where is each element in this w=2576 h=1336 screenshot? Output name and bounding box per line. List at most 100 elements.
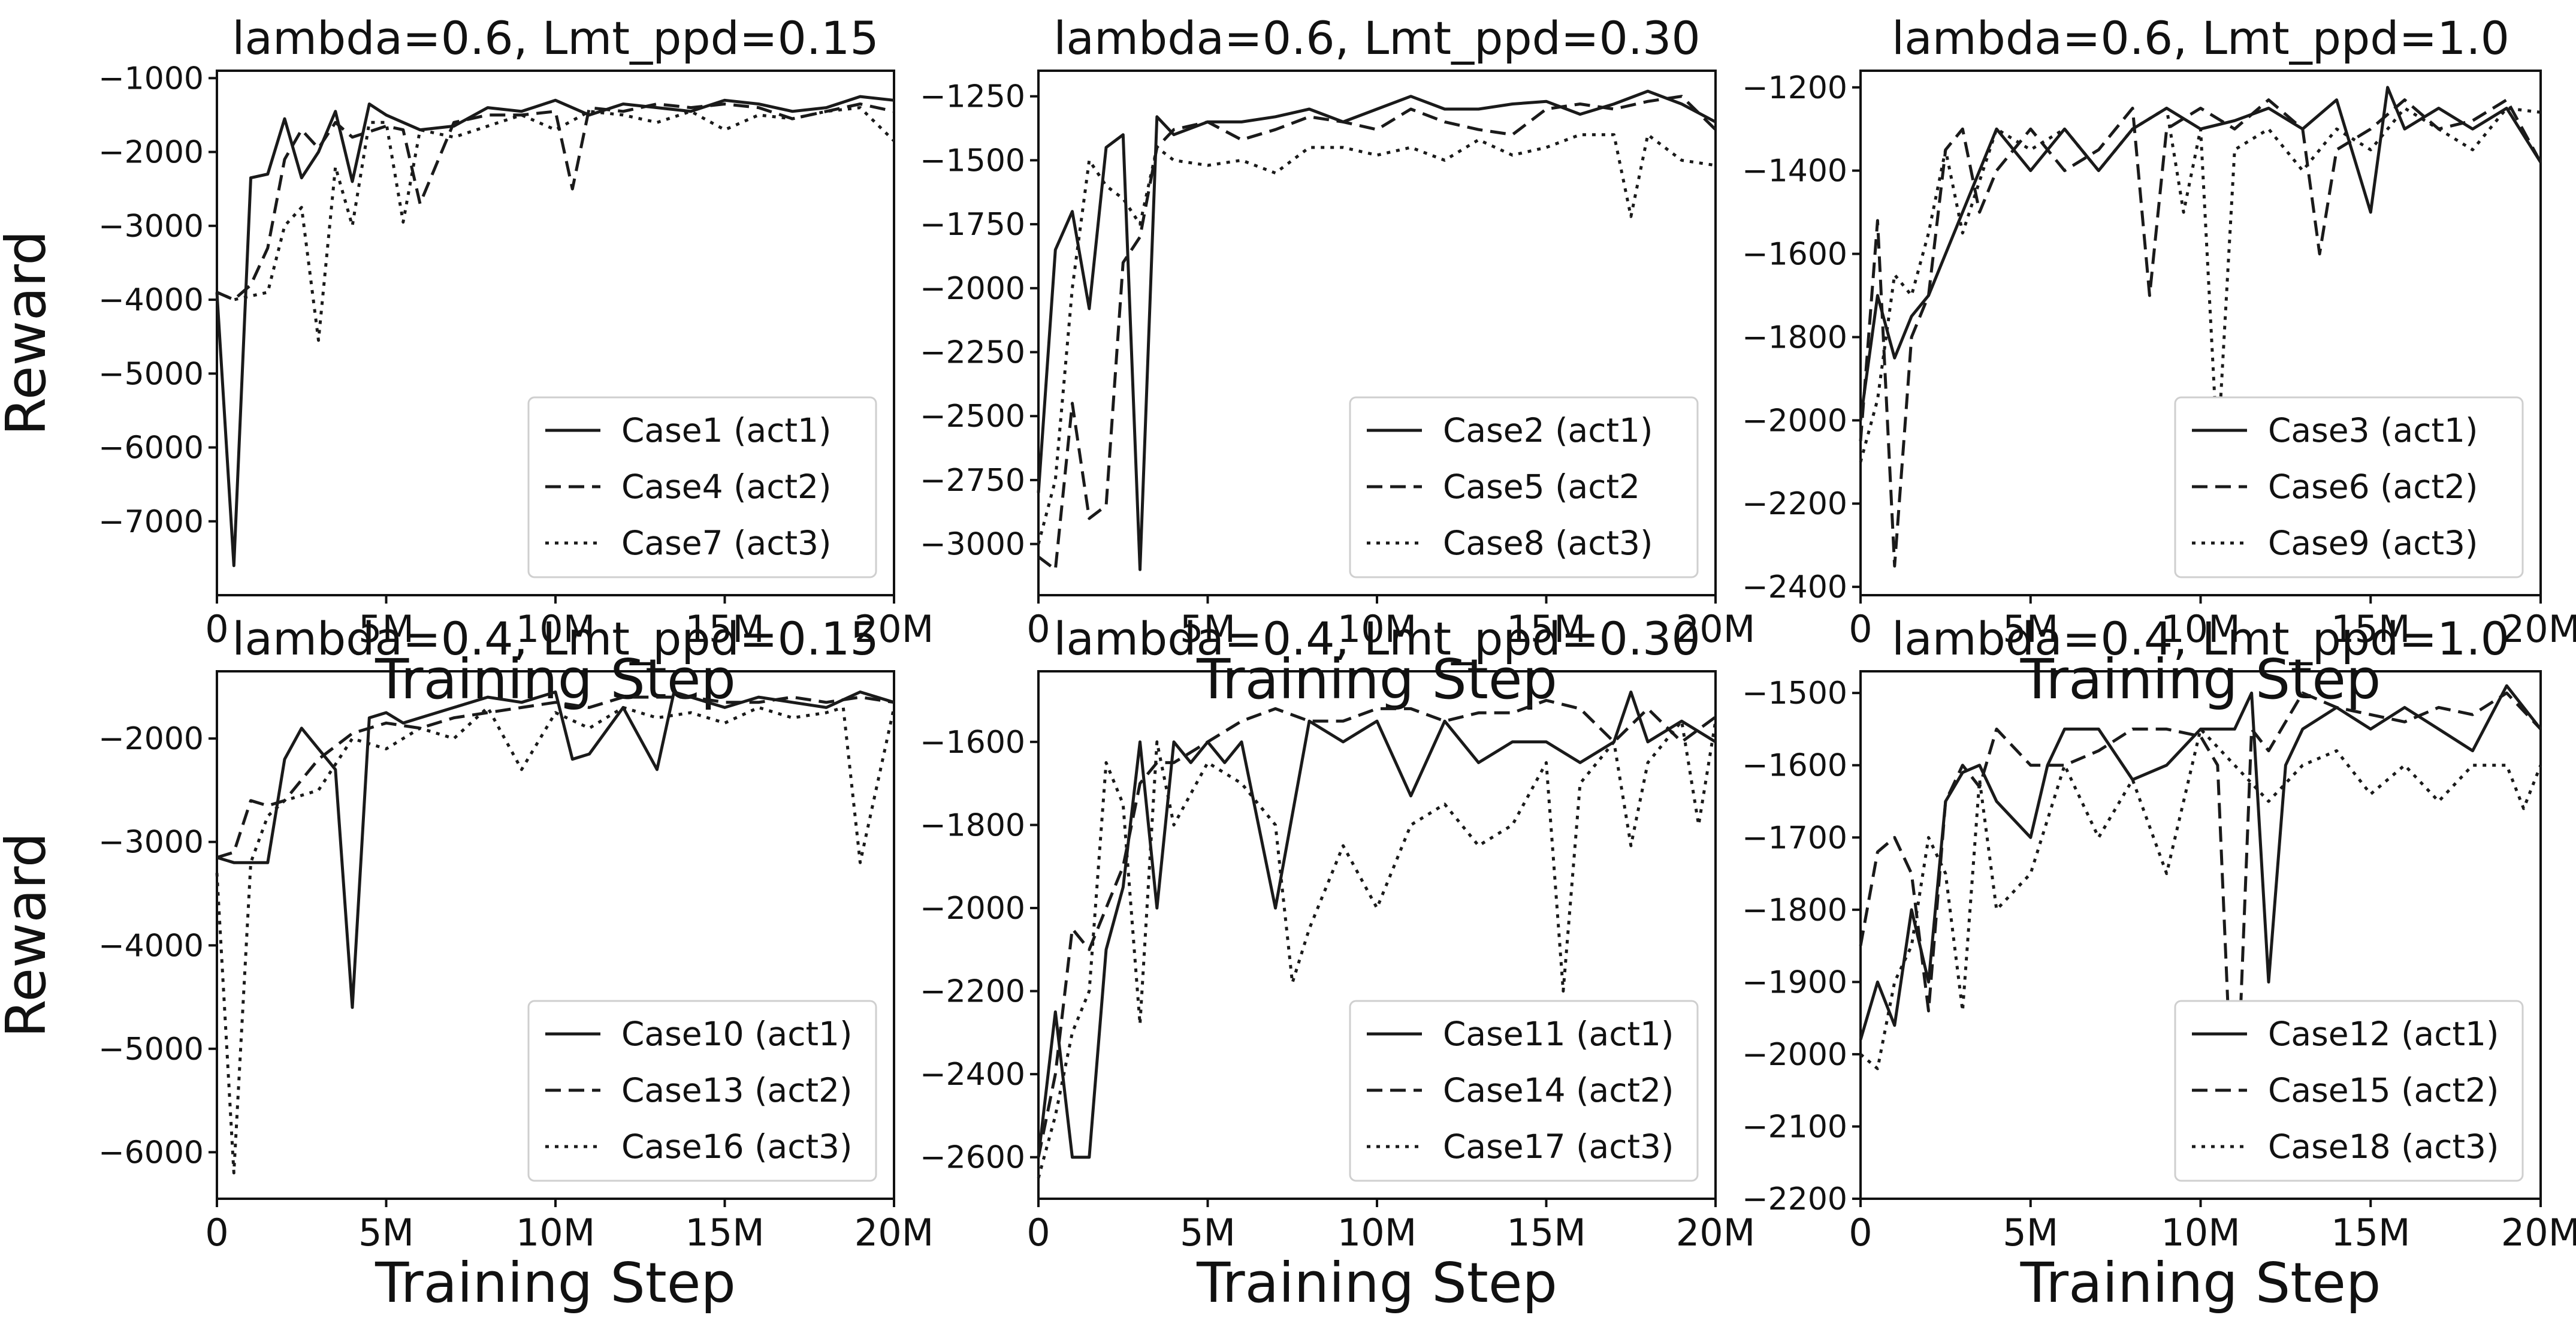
x-tick-label: 5M: [358, 1211, 414, 1254]
series-line-solid: [216, 690, 895, 1009]
chart-title: lambda=0.6, Lmt_ppd=0.30: [1053, 11, 1700, 65]
x-tick-label: 15M: [1506, 607, 1586, 651]
y-tick-label: −3000: [98, 825, 204, 861]
y-axis-label: Reward: [0, 230, 58, 436]
y-tick-label: −2400: [920, 1057, 1025, 1093]
y-tick-label: −1600: [920, 725, 1025, 761]
y-tick-label: −6000: [98, 430, 204, 466]
legend-entry: Case3 (act1): [2268, 411, 2478, 450]
x-axis-label: Training Step: [375, 1251, 736, 1315]
legend-entry: Case14 (act2): [1443, 1071, 1674, 1109]
legend-entry: Case10 (act1): [621, 1015, 852, 1053]
legend-entry: Case11 (act1): [1443, 1015, 1674, 1053]
x-tick-label: 0: [205, 1211, 228, 1254]
chart-title: lambda=0.4, Lmt_ppd=1.0: [1892, 612, 2509, 665]
chart-title: lambda=0.4, Lmt_ppd=0.15: [232, 612, 878, 665]
chart-panel-6: lambda=0.4, Lmt_ppd=1.0 −1500 −1600 −1700 −1…: [1742, 612, 2576, 1315]
x-axis-label: Training Step: [1196, 1251, 1557, 1315]
x-tick-label: 10M: [1337, 607, 1417, 651]
y-tick-label: −2250: [920, 335, 1025, 371]
legend-entry: Case7 (act3): [621, 524, 832, 562]
legend: Case12 (act1) Case15 (act2) Case18 (act3): [2174, 1000, 2524, 1182]
chart-title: lambda=0.4, Lmt_ppd=0.30: [1053, 612, 1700, 665]
y-tick-label: −1600: [1742, 237, 1847, 273]
y-tick-label: −1800: [1742, 319, 1847, 355]
x-tick-label: 20M: [854, 1211, 934, 1254]
legend: Case2 (act1) Case5 (act2 Case8 (act3): [1349, 396, 1699, 578]
series-line-solid: [1859, 86, 2542, 421]
x-tick-label: 20M: [2501, 607, 2576, 651]
x-tick-label: 0: [1026, 1211, 1050, 1254]
legend-box: [1349, 1000, 1699, 1182]
y-tick-label: −7000: [98, 504, 204, 540]
y-tick-label: −2750: [920, 463, 1025, 499]
y-tick-label: −4000: [98, 282, 204, 318]
legend-box: [527, 1000, 877, 1182]
y-tick-label: −1600: [1742, 748, 1847, 784]
legend: Case11 (act1) Case14 (act2) Case17 (act3): [1349, 1000, 1699, 1182]
y-tick-label: −1000: [98, 61, 204, 96]
x-tick-label: 20M: [854, 607, 934, 651]
legend-entry: Case2 (act1): [1443, 411, 1653, 450]
y-tick-label: −2000: [1742, 1037, 1847, 1073]
x-tick-label: 15M: [2331, 607, 2410, 651]
y-tick-label: −2000: [920, 891, 1025, 927]
x-axis-label: Training Step: [1196, 647, 1557, 711]
y-tick-label: −1800: [1742, 892, 1847, 928]
x-tick-label: 10M: [2161, 607, 2240, 651]
legend-entry: Case12 (act1): [2268, 1015, 2499, 1053]
x-tick-label: 10M: [2161, 1211, 2240, 1254]
x-axis-label: Training Step: [2020, 1251, 2381, 1315]
y-tick-label: −1900: [1742, 964, 1847, 1000]
x-axis-label: Training Step: [375, 647, 736, 711]
x-tick-label: 15M: [685, 607, 764, 651]
series-line-dashed: [216, 695, 895, 859]
series-line-dotted: [215, 705, 896, 1175]
chart-panel-2: lambda=0.6, Lmt_ppd=0.30 −1250 −1500 −1750 −…: [920, 11, 1755, 711]
legend-entry: Case13 (act2): [621, 1071, 852, 1109]
panels: lambda=0.6, Lmt_ppd=0.15 −1000 −2000 −3000 −…: [0, 11, 2576, 1315]
chart-panel-1: lambda=0.6, Lmt_ppd=0.15 −1000 −2000 −3000 −…: [0, 11, 934, 711]
x-tick-label: 5M: [1180, 1211, 1236, 1254]
y-tick-label: −2600: [920, 1140, 1025, 1176]
x-tick-label: 5M: [1180, 607, 1236, 651]
series-line-solid: [1037, 89, 1717, 571]
series-line-dotted: [216, 106, 895, 342]
x-axis-label: Training Step: [2020, 647, 2381, 711]
legend-entry: Case1 (act1): [621, 411, 832, 450]
x-tick-label: 5M: [2003, 1211, 2058, 1254]
y-tick-label: −3000: [98, 209, 204, 245]
x-tick-label: 20M: [2501, 1211, 2576, 1254]
y-tick-label: −2200: [1742, 1181, 1847, 1217]
legend-entry: Case9 (act3): [2268, 524, 2478, 562]
x-tick-label: 5M: [2003, 607, 2058, 651]
legend-entry: Case6 (act2): [2268, 468, 2478, 506]
series-line-solid: [1037, 690, 1717, 1159]
y-tick-label: −6000: [98, 1135, 204, 1171]
y-tick-label: −5000: [98, 1032, 204, 1067]
y-tick-label: −2000: [920, 271, 1025, 307]
y-tick-label: −3000: [920, 527, 1025, 563]
legend-entry: Case4 (act2): [621, 468, 832, 506]
y-tick-label: −2500: [920, 399, 1025, 435]
series-line-dashed: [1037, 95, 1717, 571]
chart-panel-3: lambda=0.6, Lmt_ppd=1.0 −1200 −1400 −1600 −1…: [1742, 11, 2576, 711]
y-tick-label: −1200: [1742, 70, 1847, 106]
legend-box: [2174, 1000, 2524, 1182]
x-tick-label: 15M: [685, 1211, 764, 1254]
legend-entry: Case15 (act2): [2268, 1071, 2499, 1109]
chart-panel-4: lambda=0.4, Lmt_ppd=0.15 −2000 −3000 −4000 −…: [0, 612, 934, 1315]
x-tick-label: 0: [1026, 607, 1050, 651]
legend: Case1 (act1) Case4 (act2) Case7 (act3): [527, 396, 877, 578]
y-axis-label: Reward: [0, 833, 58, 1038]
chart-panel-5: lambda=0.4, Lmt_ppd=0.30 −1600 −1800 −2000 −…: [920, 612, 1755, 1315]
series-line-solid: [1859, 684, 2542, 1041]
legend-entry: Case18 (act3): [2268, 1127, 2499, 1166]
series-line-dotted: [1859, 727, 2542, 1070]
y-tick-label: −2100: [1742, 1109, 1847, 1145]
y-tick-label: −2000: [1742, 403, 1847, 439]
series-line-dashed: [1859, 98, 2542, 568]
x-tick-label: 20M: [1676, 607, 1755, 651]
legend-entry: Case8 (act3): [1443, 524, 1653, 562]
